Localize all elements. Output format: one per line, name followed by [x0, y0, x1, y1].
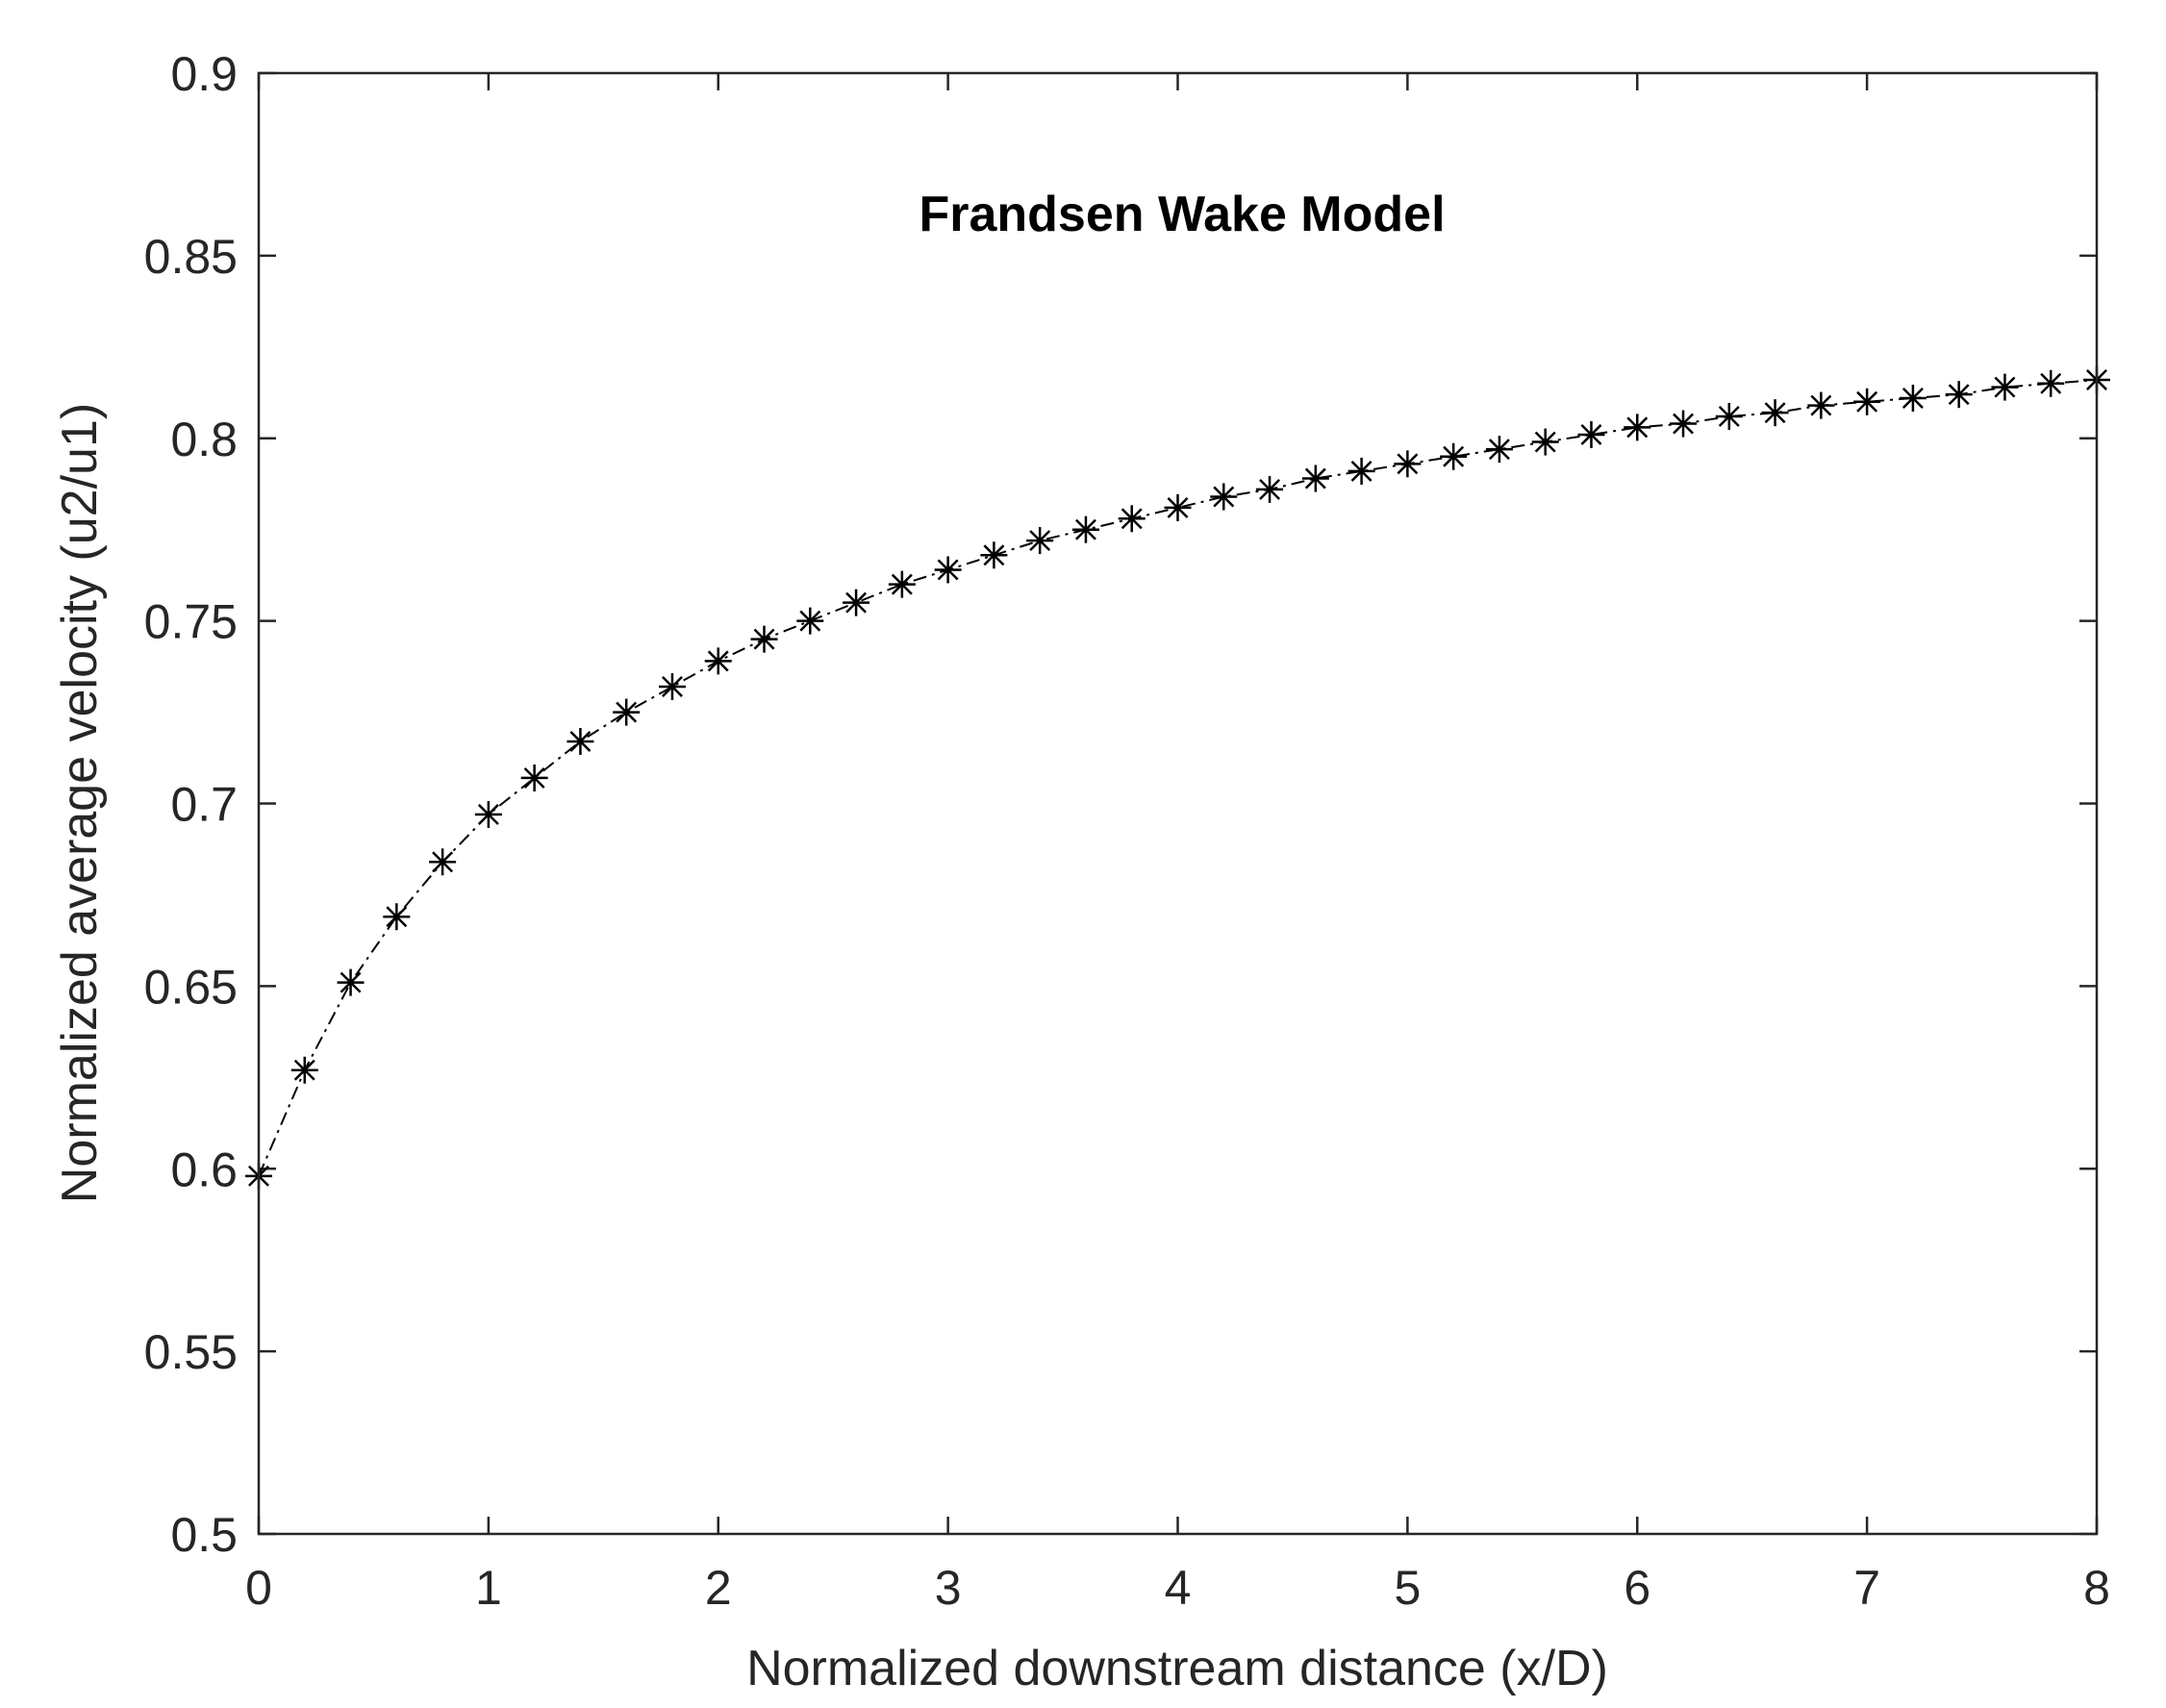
data-point-marker [704, 647, 732, 675]
data-point-marker [1807, 391, 1835, 419]
data-point-marker [613, 698, 641, 726]
x-tick-label: 0 [245, 1561, 272, 1615]
chart-title: Frandsen Wake Model [919, 187, 1445, 242]
data-point-marker [1118, 505, 1146, 533]
data-point-marker [290, 1056, 318, 1084]
data-point-marker [567, 727, 594, 755]
data-point-marker [1394, 450, 1422, 478]
data-point-marker [1210, 483, 1238, 511]
plot-area [259, 73, 2097, 1534]
y-tick-label: 0.8 [170, 413, 238, 466]
data-point-marker [337, 968, 365, 996]
data-point-marker [1301, 465, 1329, 492]
x-axis-label: Normalized downstream distance (x/D) [746, 1641, 1608, 1696]
y-tick-label: 0.6 [170, 1143, 238, 1196]
data-point-marker [1853, 388, 1881, 415]
axes-box [257, 71, 2099, 1536]
data-point-marker [1991, 373, 2019, 401]
y-tick-label: 0.75 [144, 595, 238, 649]
data-point-marker [474, 800, 502, 828]
series-line [258, 379, 2098, 1177]
data-point-marker [2037, 369, 2065, 397]
data-point-marker [1440, 442, 1468, 470]
data-point-marker [658, 672, 686, 700]
x-tick-label: 1 [475, 1561, 502, 1615]
data-point-marker [750, 625, 778, 653]
data-point-marker [1347, 457, 1375, 485]
x-tick-label: 6 [1624, 1561, 1650, 1615]
data-point-marker [520, 764, 548, 791]
y-tick-label: 0.65 [144, 960, 238, 1014]
data-point-marker [1945, 381, 1973, 409]
y-tick-label: 0.7 [170, 778, 238, 832]
x-tick-label: 4 [1165, 1561, 1192, 1615]
data-point-marker [1256, 475, 1284, 503]
y-tick-label: 0.9 [170, 47, 238, 101]
x-tick-label: 5 [1394, 1561, 1421, 1615]
data-point-marker [980, 541, 1008, 569]
data-point-marker [1164, 493, 1192, 521]
data-point-marker [1761, 399, 1789, 427]
data-point-marker [796, 607, 824, 635]
x-tick-label: 2 [705, 1561, 732, 1615]
data-point-marker [1670, 410, 1698, 438]
x-tick-label: 7 [1853, 1561, 1880, 1615]
data-point-marker [1899, 384, 1927, 412]
data-point-marker [1715, 402, 1743, 430]
data-point-marker [843, 589, 870, 616]
y-tick-label: 0.55 [144, 1325, 238, 1379]
data-point-marker [383, 903, 411, 931]
data-point-marker [1485, 436, 1513, 464]
data-point-marker [888, 570, 916, 598]
data-point-marker [1624, 414, 1651, 441]
data-point-marker [934, 556, 962, 584]
data-point-marker [1577, 420, 1605, 448]
data-point-marker [429, 848, 457, 876]
y-tick-label: 0.85 [144, 230, 238, 284]
y-tick-label: 0.5 [170, 1508, 238, 1562]
data-point-marker [1071, 515, 1099, 543]
x-tick-label: 8 [2083, 1561, 2110, 1615]
axis-ticks: 0 1 2 3 4 5 6 7 8 0.5 0.55 0.6 0.65 0.7 0.75 0.8 0.85 0.9 [144, 47, 2110, 1615]
x-tick-label: 3 [935, 1561, 962, 1615]
data-point-marker [1026, 527, 1054, 555]
y-axis-label: Normalized average velocity (u2/u1) [52, 403, 108, 1203]
data-point-marker [1531, 428, 1559, 456]
